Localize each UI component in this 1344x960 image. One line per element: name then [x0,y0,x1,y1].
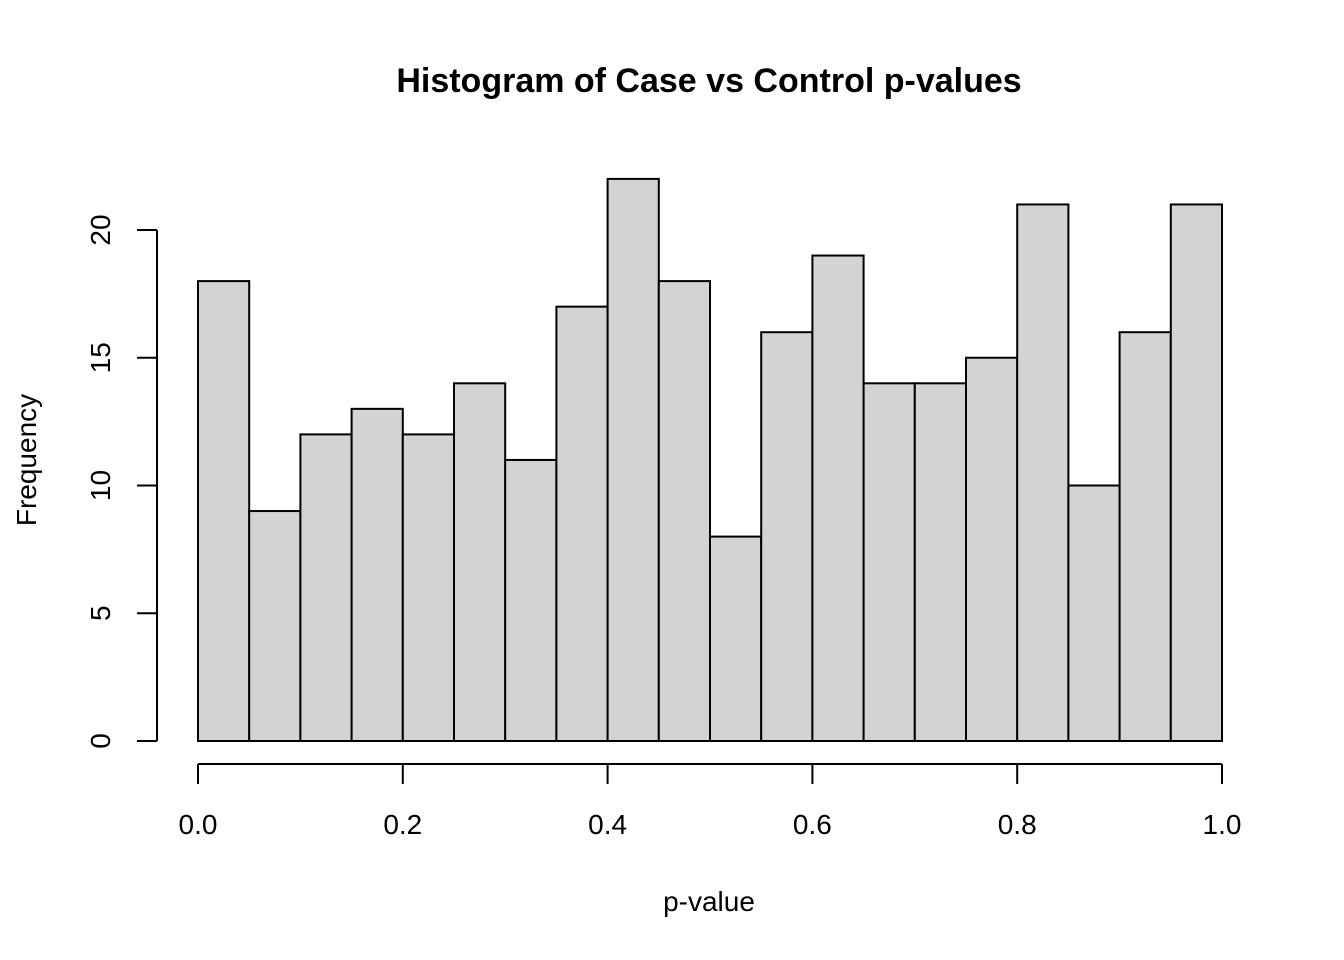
bars-group [197,177,1224,743]
histogram-bar [657,280,711,742]
x-tick-label: 0.8 [998,809,1037,840]
histogram-bar [606,177,660,742]
histogram-bar [1016,203,1070,742]
y-axis-label: Frequency [11,394,42,526]
histogram-bar [1169,203,1224,742]
histogram-bar [197,280,251,742]
histogram-bar [965,356,1019,742]
histogram-bar [862,382,916,742]
histogram-bar [555,305,609,742]
x-tick-label: 1.0 [1203,809,1242,840]
x-tick-label: 0.0 [179,809,218,840]
y-tick-label: 5 [85,605,116,621]
histogram-bar [401,433,455,742]
x-tick-label: 0.4 [588,809,627,840]
x-tick-label: 0.2 [383,809,422,840]
histogram-bar [453,382,507,742]
histogram-bar [1118,331,1172,742]
y-axis: 0 5 10 15 20 [85,214,158,749]
histogram-bar [913,382,967,742]
chart-title: Histogram of Case vs Control p-values [396,62,1021,100]
histogram-bar [248,510,302,742]
y-tick-label: 20 [85,214,116,245]
histogram-bar [504,458,558,742]
histogram-bar [760,331,814,742]
histogram-bar [1067,484,1121,742]
histogram-bar [299,433,353,742]
histogram-bar [350,407,404,742]
x-axis: 0.0 0.2 0.4 0.6 0.8 1.0 [179,763,1242,840]
y-tick-label: 10 [85,470,116,501]
histogram-bar [709,535,763,742]
x-axis-label: p-value [663,886,755,917]
histogram-bar [811,254,865,743]
y-tick-label: 15 [85,342,116,373]
x-tick-label: 0.6 [793,809,832,840]
y-tick-label: 0 [85,733,116,749]
